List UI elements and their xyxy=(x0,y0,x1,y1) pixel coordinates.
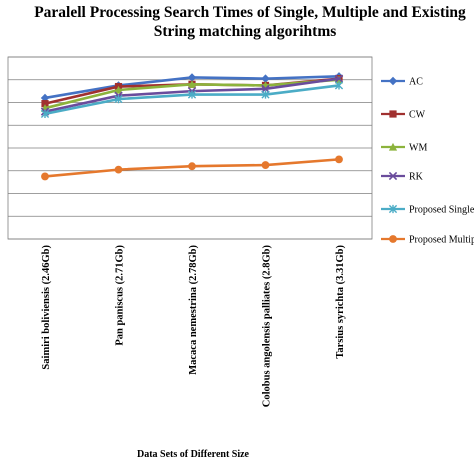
data-point xyxy=(334,81,344,90)
data-point xyxy=(114,85,123,94)
legend-marker xyxy=(388,142,398,151)
legend-marker xyxy=(388,76,398,86)
legend-marker xyxy=(389,110,397,118)
legend-item: WM xyxy=(381,143,427,154)
legend-item: RK xyxy=(381,172,424,183)
legend-label: Proposed Multiple xyxy=(409,235,474,246)
data-point xyxy=(114,94,123,104)
x-tick-label: Saimiri boliviensis (2.46Gb) xyxy=(41,245,52,370)
data-point xyxy=(187,90,197,99)
legend-item: Proposed Multiple xyxy=(381,235,474,246)
data-point xyxy=(334,74,344,83)
data-point xyxy=(114,165,123,174)
data-point xyxy=(187,73,197,82)
chart-title-line-1: Paralell Processing Search Times of Sing… xyxy=(34,4,466,21)
legend-label: Proposed Single xyxy=(409,205,474,216)
legend-label: RK xyxy=(409,172,424,183)
x-tick-label: Pan paniscus (2.71Gb) xyxy=(115,245,126,346)
data-point xyxy=(261,161,270,169)
data-point xyxy=(40,109,50,118)
chart-title-line-2: String matching algorihtms xyxy=(154,23,337,40)
legend-marker xyxy=(388,204,398,214)
legend-item: Proposed Single xyxy=(381,205,474,216)
plot-area xyxy=(7,56,373,240)
data-point xyxy=(187,80,197,88)
data-point xyxy=(41,100,49,108)
x-axis-tick-labels: Saimiri boliviensis (2.46Gb) Pan paniscus… xyxy=(41,244,346,407)
legend-item: AC xyxy=(381,77,423,88)
x-axis-label: Data Sets of Different Size xyxy=(137,449,250,460)
data-point xyxy=(41,172,49,181)
legend: AC CW WM RK Proposed Single Proposed Multiple xyxy=(381,77,474,246)
data-point xyxy=(261,74,270,83)
series-5 xyxy=(41,155,343,181)
legend-item: CW xyxy=(381,110,426,121)
x-tick-label: Tarsius syrichta (3.31Gb) xyxy=(335,245,346,359)
legend-label: CW xyxy=(409,110,426,121)
legend-label: WM xyxy=(409,143,427,154)
x-tick-label: Colobus angolensis palliates (2.8Gb) xyxy=(262,245,273,408)
data-point xyxy=(40,93,50,103)
data-point xyxy=(335,155,343,164)
x-tick-label: Macaca nemestrina (2.78Gb) xyxy=(188,244,199,374)
data-point xyxy=(261,90,270,99)
data-point xyxy=(188,162,196,171)
legend-marker xyxy=(388,171,398,181)
legend-marker xyxy=(389,235,397,243)
plot-border xyxy=(7,56,373,240)
legend-label: AC xyxy=(409,77,423,88)
series-4 xyxy=(40,81,344,118)
